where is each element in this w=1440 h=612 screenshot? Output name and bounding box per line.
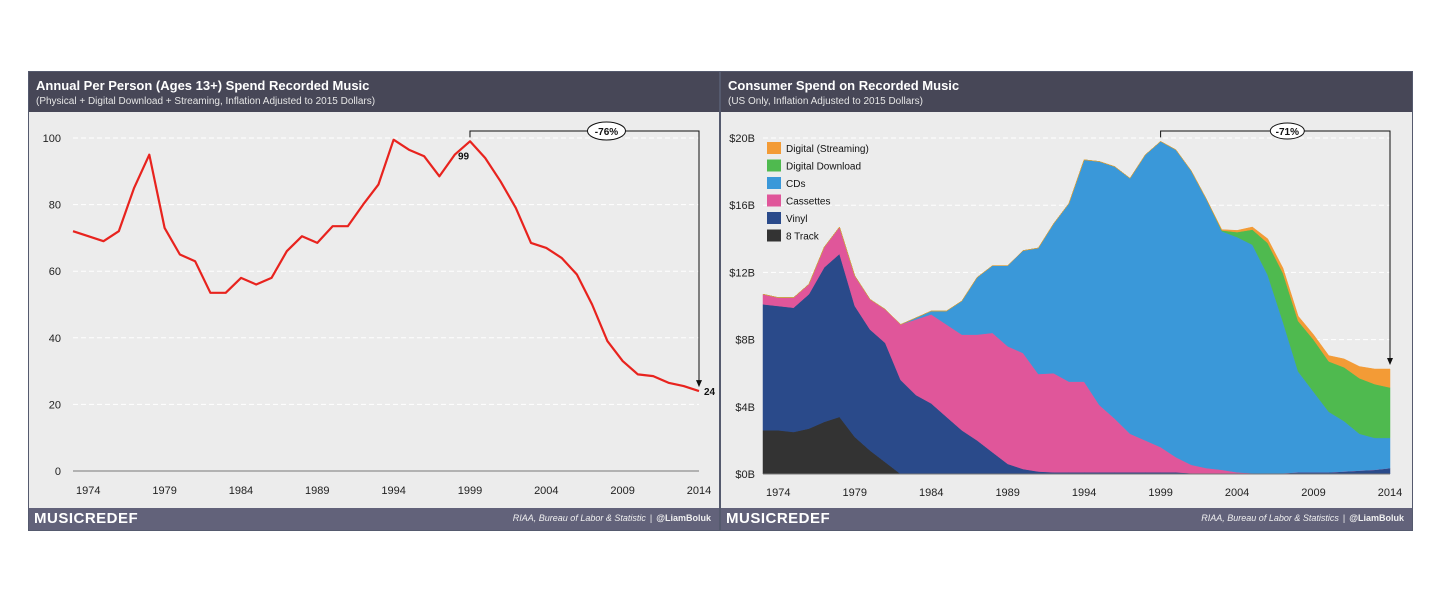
x-tick-label: 1994 [381, 485, 405, 497]
source-text: RIAA, Bureau of Labor & Statistic [512, 513, 646, 523]
change-badge [1269, 122, 1305, 140]
brand-logo: MUSICREDEF [726, 510, 830, 527]
y-tick-label: $16B [729, 200, 755, 212]
legend-swatch [767, 212, 781, 224]
legend-label: Digital Download [786, 162, 861, 173]
x-tick-label: 2004 [534, 485, 558, 497]
left-chart-footer: MUSICREDEF RIAA, Bureau of Labor & Stati… [29, 508, 719, 530]
y-tick-label: 100 [43, 133, 61, 145]
x-tick-label: 1974 [766, 487, 790, 499]
x-tick-label: 1989 [995, 487, 1019, 499]
source-separator: | [649, 513, 653, 523]
legend-swatch [767, 229, 781, 242]
legend-swatch [767, 159, 781, 172]
left-chart-panel: Annual Per Person (Ages 13+) Spend Recor… [28, 71, 720, 531]
source-credit: RIAA, Bureau of Labor & Statistics | @Liam… [1201, 513, 1404, 523]
spend-per-person-line [72, 138, 700, 393]
y-tick-label: $4B [735, 402, 755, 414]
area-digital-streaming [762, 141, 1391, 388]
left-chart-header: Annual Per Person (Ages 13+) Spend Recor… [29, 72, 719, 112]
legend-label: Cassettes [786, 197, 830, 208]
x-tick-label: 2014 [1378, 487, 1402, 499]
change-badge [586, 121, 626, 141]
brand-logo-part-b: REDEF [84, 510, 139, 527]
y-tick-label: $8B [735, 335, 755, 347]
legend-swatch [767, 142, 781, 154]
right-chart-title: Consumer Spend on Recorded Music [728, 78, 960, 93]
y-tick-label: $0B [735, 469, 755, 481]
author-handle: @LiamBoluk [656, 513, 711, 523]
right-chart-header: Consumer Spend on Recorded Music (US Onl… [721, 72, 1412, 112]
peak-value-label: 99 [458, 151, 470, 162]
x-tick-label: 2014 [687, 485, 711, 497]
arrow-head [696, 380, 702, 388]
right-chart-subtitle: (US Only, Inflation Adjusted to 2015 Dol… [728, 96, 923, 107]
brand-logo-part-b: REDEF [776, 510, 831, 527]
y-tick-label: 80 [49, 200, 61, 212]
right-area-chart: $0B $4B $8B $12B $16B $20B 1974 1979 1984 1989 199… [729, 122, 1402, 499]
change-label: -76% [595, 127, 618, 138]
x-tick-label: 1999 [1148, 487, 1172, 499]
brand-logo-part-a: MUSIC [34, 510, 85, 527]
y-tick-label: 40 [49, 333, 61, 345]
y-tick-label: 0 [55, 466, 61, 478]
x-tick-label: 1984 [229, 485, 253, 497]
right-chart-panel: Consumer Spend on Recorded Music (US Onl… [720, 71, 1413, 531]
x-tick-label: 2009 [1301, 487, 1325, 499]
legend-swatch [767, 177, 781, 189]
arrow-head [1387, 358, 1393, 365]
y-tick-label: $20B [729, 133, 755, 145]
brand-logo-part-a: MUSIC [726, 510, 777, 527]
source-separator: | [1342, 513, 1346, 523]
y-tick-label: $12B [729, 267, 755, 279]
change-label: -71% [1276, 127, 1299, 138]
legend-label: 8 Track [786, 232, 820, 243]
author-handle: @LiamBoluk [1349, 513, 1404, 523]
x-tick-label: 1979 [843, 487, 867, 499]
left-line-chart: 0 20 40 60 80 100 1974 1979 1984 1989 1994 1999 2004… [43, 121, 716, 497]
legend-label: Vinyl [786, 214, 808, 225]
left-chart-title: Annual Per Person (Ages 13+) Spend Recor… [36, 78, 370, 93]
x-tick-label: 1979 [152, 485, 176, 497]
x-tick-label: 1984 [919, 487, 943, 499]
left-chart-subtitle: (Physical + Digital Download + Streaming… [36, 96, 376, 107]
end-value-label: 24 [704, 387, 716, 398]
x-tick-label: 1999 [458, 485, 482, 497]
right-chart-footer: MUSICREDEF RIAA, Bureau of Labor & Stati… [721, 508, 1412, 530]
source-credit: RIAA, Bureau of Labor & Statistic | @LiamB… [513, 513, 711, 523]
source-text: RIAA, Bureau of Labor & Statistics [1201, 513, 1339, 523]
x-tick-label: 1989 [305, 485, 329, 497]
y-tick-label: 20 [49, 399, 61, 411]
legend-swatch [767, 194, 781, 207]
x-tick-label: 1994 [1072, 487, 1096, 499]
x-tick-label: 1974 [76, 485, 100, 497]
x-tick-label: 2004 [1225, 487, 1249, 499]
change-bracket [469, 130, 700, 386]
x-tick-label: 2009 [610, 485, 634, 497]
legend-label: CDs [786, 179, 805, 190]
brand-logo: MUSICREDEF [34, 510, 138, 527]
y-tick-label: 60 [49, 266, 61, 278]
legend-label: Digital (Streaming) [786, 144, 869, 155]
